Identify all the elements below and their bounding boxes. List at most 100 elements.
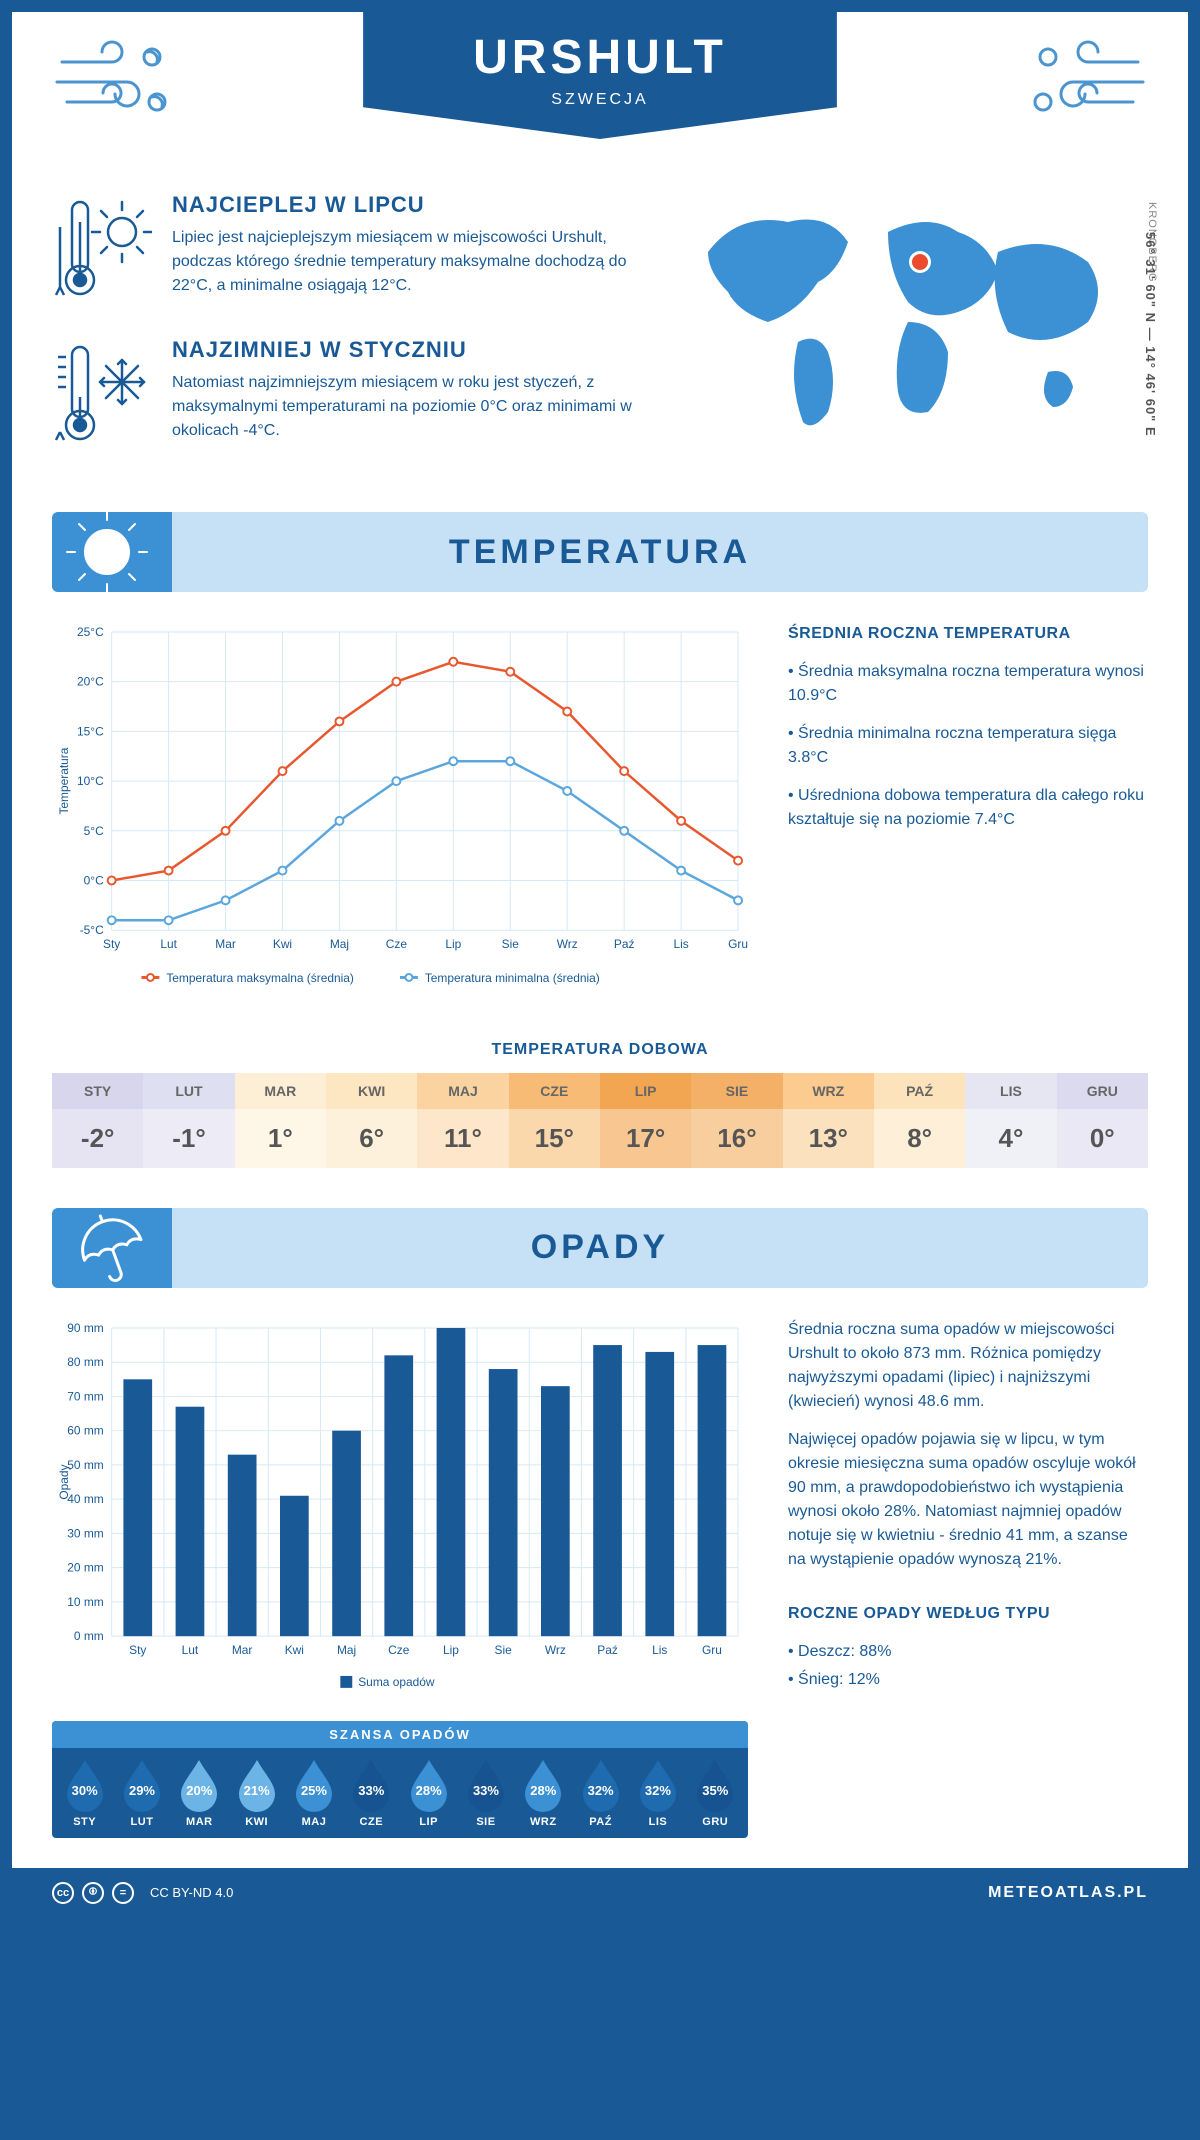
chance-drop: 33% CZE bbox=[345, 1758, 398, 1828]
temp-cell: WRZ 13° bbox=[783, 1073, 874, 1168]
chance-drop: 28% LIP bbox=[402, 1758, 455, 1828]
svg-text:Lut: Lut bbox=[182, 1643, 199, 1657]
intro-section: NAJCIEPLEJ W LIPCU Lipiec jest najcieple… bbox=[12, 182, 1188, 512]
temp-cell: LUT -1° bbox=[143, 1073, 234, 1168]
daily-temp-table: STY -2° LUT -1° MAR 1° KWI 6° MAJ 11° CZ… bbox=[52, 1073, 1148, 1168]
svg-text:70 mm: 70 mm bbox=[67, 1389, 104, 1403]
svg-text:20°C: 20°C bbox=[77, 675, 104, 689]
temp-cell: LIS 4° bbox=[965, 1073, 1056, 1168]
facts-column: NAJCIEPLEJ W LIPCU Lipiec jest najcieple… bbox=[52, 192, 648, 482]
svg-text:Mar: Mar bbox=[232, 1643, 253, 1657]
svg-text:Sty: Sty bbox=[103, 937, 120, 951]
svg-text:Kwi: Kwi bbox=[285, 1643, 304, 1657]
svg-text:Temperatura minimalna (średnia: Temperatura minimalna (średnia) bbox=[425, 971, 600, 985]
temperature-summary: ŚREDNIA ROCZNA TEMPERATURA • Średnia mak… bbox=[788, 622, 1148, 1005]
cold-fact-title: NAJZIMNIEJ W STYCZNIU bbox=[172, 337, 648, 363]
site-label: METEOATLAS.PL bbox=[988, 1884, 1148, 1902]
svg-text:20 mm: 20 mm bbox=[67, 1560, 104, 1574]
svg-text:Cze: Cze bbox=[386, 937, 408, 951]
wind-icon bbox=[1018, 32, 1148, 137]
precipitation-summary: Średnia roczna suma opadów w miejscowośc… bbox=[788, 1318, 1148, 1838]
temperature-body: -5°C0°C5°C10°C15°C20°C25°CStyLutMarKwiMa… bbox=[12, 622, 1188, 1035]
chance-drop: 20% MAR bbox=[173, 1758, 226, 1828]
svg-text:Gru: Gru bbox=[728, 937, 748, 951]
svg-text:10 mm: 10 mm bbox=[67, 1595, 104, 1609]
temperature-header: TEMPERATURA bbox=[52, 512, 1148, 592]
svg-text:0 mm: 0 mm bbox=[74, 1629, 104, 1643]
svg-text:Kwi: Kwi bbox=[273, 937, 292, 951]
temp-cell: MAJ 11° bbox=[417, 1073, 508, 1168]
svg-text:15°C: 15°C bbox=[77, 724, 104, 738]
chance-drop: 32% PAŹ bbox=[574, 1758, 627, 1828]
chance-drop: 32% LIS bbox=[631, 1758, 684, 1828]
precip-type-rain: • Deszcz: 88% bbox=[788, 1640, 1148, 1664]
precip-summary-p2: Najwięcej opadów pojawia się w lipcu, w … bbox=[788, 1428, 1148, 1572]
svg-text:30 mm: 30 mm bbox=[67, 1526, 104, 1540]
temp-cell: PAŹ 8° bbox=[874, 1073, 965, 1168]
location-title: URSHULT bbox=[473, 30, 727, 85]
svg-text:Suma opadów: Suma opadów bbox=[358, 1675, 435, 1689]
country-label: SZWECJA bbox=[473, 91, 727, 109]
license-text: CC BY-ND 4.0 bbox=[150, 1885, 233, 1900]
thermometer-cold-icon bbox=[52, 337, 152, 452]
svg-text:Lis: Lis bbox=[652, 1643, 667, 1657]
cold-fact: NAJZIMNIEJ W STYCZNIU Natomiast najzimni… bbox=[52, 337, 648, 452]
svg-text:Mar: Mar bbox=[215, 937, 236, 951]
cc-icon: cc bbox=[52, 1882, 74, 1904]
footer: cc 🅯 = CC BY-ND 4.0 METEOATLAS.PL bbox=[12, 1868, 1188, 1918]
thermometer-hot-icon bbox=[52, 192, 152, 307]
precip-type-title: ROCZNE OPADY WEDŁUG TYPU bbox=[788, 1602, 1148, 1626]
temperature-chart: -5°C0°C5°C10°C15°C20°C25°CStyLutMarKwiMa… bbox=[52, 622, 748, 1005]
hot-fact-text: Lipiec jest najcieplejszym miesiącem w m… bbox=[172, 226, 648, 298]
chance-drop: 29% LUT bbox=[115, 1758, 168, 1828]
svg-text:10°C: 10°C bbox=[77, 774, 104, 788]
chance-drop: 30% STY bbox=[58, 1758, 111, 1828]
chance-box: SZANSA OPADÓW 30% STY 29% LUT 20% MAR 21… bbox=[52, 1721, 748, 1838]
temp-cell: LIP 17° bbox=[600, 1073, 691, 1168]
svg-text:Lip: Lip bbox=[443, 1643, 459, 1657]
by-icon: 🅯 bbox=[82, 1882, 104, 1904]
precip-summary-p1: Średnia roczna suma opadów w miejscowośc… bbox=[788, 1318, 1148, 1414]
page: URSHULT SZWECJA bbox=[0, 0, 1200, 1930]
temp-cell: GRU 0° bbox=[1057, 1073, 1148, 1168]
temp-cell: MAR 1° bbox=[235, 1073, 326, 1168]
precip-type-snow: • Śnieg: 12% bbox=[788, 1668, 1148, 1692]
chance-drops: 30% STY 29% LUT 20% MAR 21% KWI bbox=[52, 1748, 748, 1838]
temp-cell: STY -2° bbox=[52, 1073, 143, 1168]
temp-summary-title: ŚREDNIA ROCZNA TEMPERATURA bbox=[788, 622, 1148, 646]
temp-summary-p1: • Średnia maksymalna roczna temperatura … bbox=[788, 660, 1148, 708]
temp-cell: CZE 15° bbox=[509, 1073, 600, 1168]
precipitation-chart: 0 mm10 mm20 mm30 mm40 mm50 mm60 mm70 mm8… bbox=[52, 1318, 748, 1838]
precipitation-header: OPADY bbox=[52, 1208, 1148, 1288]
svg-text:Wrz: Wrz bbox=[557, 937, 578, 951]
chance-drop: 35% GRU bbox=[689, 1758, 742, 1828]
svg-text:Sie: Sie bbox=[495, 1643, 513, 1657]
svg-text:Lut: Lut bbox=[160, 937, 177, 951]
nd-icon: = bbox=[112, 1882, 134, 1904]
svg-text:Gru: Gru bbox=[702, 1643, 722, 1657]
svg-text:Sty: Sty bbox=[129, 1643, 146, 1657]
svg-text:Lis: Lis bbox=[673, 937, 688, 951]
svg-text:Paź: Paź bbox=[614, 937, 635, 951]
hot-fact-title: NAJCIEPLEJ W LIPCU bbox=[172, 192, 648, 218]
chance-drop: 28% WRZ bbox=[517, 1758, 570, 1828]
title-banner: URSHULT SZWECJA bbox=[363, 12, 837, 139]
svg-text:Temperatura: Temperatura bbox=[57, 747, 71, 814]
svg-text:0°C: 0°C bbox=[84, 873, 104, 887]
svg-text:Opady: Opady bbox=[57, 1464, 71, 1499]
daily-temp-title: TEMPERATURA DOBOWA bbox=[12, 1041, 1188, 1059]
svg-text:80 mm: 80 mm bbox=[67, 1355, 104, 1369]
chance-title: SZANSA OPADÓW bbox=[52, 1721, 748, 1748]
temp-cell: KWI 6° bbox=[326, 1073, 417, 1168]
svg-text:5°C: 5°C bbox=[84, 824, 104, 838]
svg-text:60 mm: 60 mm bbox=[67, 1423, 104, 1437]
license-badges: cc 🅯 = CC BY-ND 4.0 bbox=[52, 1882, 233, 1904]
svg-text:40 mm: 40 mm bbox=[67, 1492, 104, 1506]
svg-text:Temperatura maksymalna (średni: Temperatura maksymalna (średnia) bbox=[166, 971, 354, 985]
svg-text:25°C: 25°C bbox=[77, 625, 104, 639]
sun-icon bbox=[52, 512, 172, 592]
temp-summary-p3: • Uśredniona dobowa temperatura dla całe… bbox=[788, 784, 1148, 832]
svg-text:Wrz: Wrz bbox=[545, 1643, 566, 1657]
world-map: KRONOBERG 56° 31' 60" N — 14° 46' 60" E bbox=[688, 192, 1148, 482]
chance-drop: 25% MAJ bbox=[287, 1758, 340, 1828]
